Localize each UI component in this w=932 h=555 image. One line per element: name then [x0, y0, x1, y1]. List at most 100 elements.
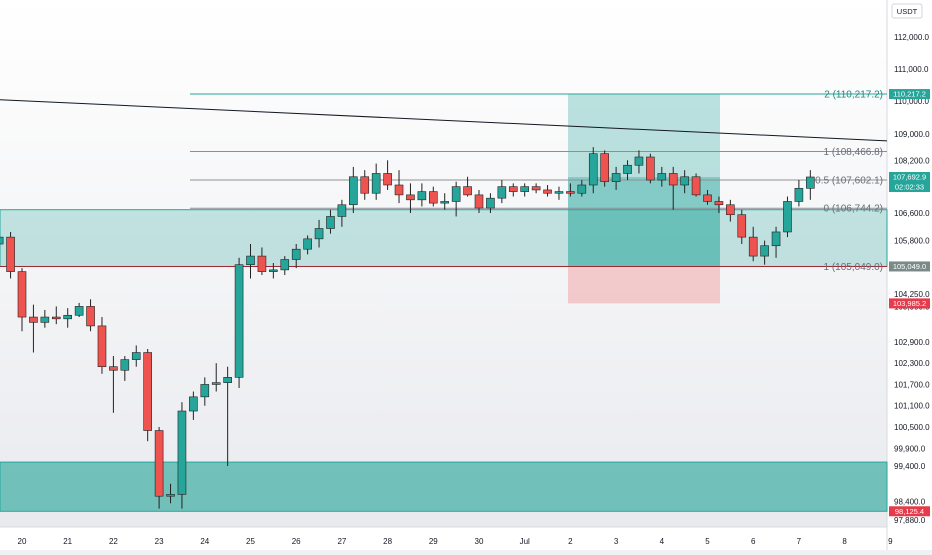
candle-body	[497, 186, 507, 199]
candle[interactable]	[63, 308, 72, 328]
price-ticks-layer: 112,000.0 111,000.0 110,000.0 109,000.0 108,…	[894, 33, 930, 525]
candle[interactable]	[211, 363, 221, 392]
candle[interactable]	[451, 181, 461, 217]
candle-body	[668, 173, 678, 186]
price-tick-label: 106,600.0	[894, 209, 930, 218]
candle[interactable]	[154, 426, 164, 509]
candle[interactable]	[474, 189, 484, 213]
candle[interactable]	[406, 183, 415, 213]
date-tick-label: 6	[751, 537, 756, 546]
candle[interactable]	[748, 226, 758, 262]
candle[interactable]	[703, 189, 712, 205]
candle[interactable]	[303, 235, 312, 255]
candle[interactable]	[737, 209, 747, 245]
candle[interactable]	[383, 160, 392, 190]
price-tick-label: 105,800.0	[894, 237, 930, 246]
candle[interactable]	[109, 356, 118, 413]
price-badge-label: 105,049.0	[893, 262, 926, 271]
candle[interactable]	[783, 196, 792, 238]
candle[interactable]	[508, 183, 518, 197]
date-tick-label: 2	[568, 537, 573, 546]
currency-badge[interactable]	[891, 3, 923, 19]
candle[interactable]	[726, 199, 735, 222]
date-ticks-layer: 20 21 22 23 24 25 26 27 28 29 30 Jul 2 3 4 5 6 7 8 9	[18, 537, 894, 546]
candle[interactable]	[417, 183, 427, 207]
candle[interactable]	[51, 306, 61, 325]
candle[interactable]	[86, 299, 95, 332]
candle[interactable]	[554, 186, 564, 200]
candle[interactable]	[429, 186, 438, 207]
candle[interactable]	[588, 147, 598, 194]
candle[interactable]	[611, 166, 621, 190]
candle[interactable]	[131, 345, 141, 367]
demand-zone[interactable]	[0, 461, 888, 512]
candle[interactable]	[543, 185, 552, 197]
candle[interactable]	[760, 240, 769, 265]
candle[interactable]	[680, 170, 689, 194]
candle[interactable]	[440, 193, 450, 210]
candle[interactable]	[177, 402, 187, 509]
resistance-trendline[interactable]	[0, 99, 888, 142]
candle-body	[543, 189, 552, 194]
candle[interactable]	[326, 209, 335, 234]
candle[interactable]	[394, 170, 404, 204]
candle-body	[40, 316, 50, 323]
price-tick-label: 102,300.0	[894, 359, 930, 368]
candle[interactable]	[600, 150, 609, 187]
candle[interactable]	[223, 366, 232, 466]
candle[interactable]	[74, 302, 84, 318]
candle-body	[611, 173, 621, 183]
candle[interactable]	[166, 483, 175, 504]
candle[interactable]	[577, 180, 587, 197]
candle[interactable]	[486, 193, 495, 213]
candle-body	[349, 176, 358, 206]
date-tick-label: 5	[705, 537, 710, 546]
candle[interactable]	[280, 256, 290, 276]
candle[interactable]	[806, 170, 815, 200]
candle[interactable]	[6, 231, 15, 279]
price-tick-label: 99,400.0	[894, 462, 926, 471]
candle-body	[748, 236, 758, 257]
candle[interactable]	[234, 257, 244, 388]
candle[interactable]	[257, 247, 267, 276]
candle[interactable]	[143, 348, 152, 442]
candle[interactable]	[771, 226, 781, 258]
candle[interactable]	[17, 268, 27, 332]
candle[interactable]	[497, 180, 507, 204]
date-tick-label: 8	[842, 537, 847, 546]
candle[interactable]	[657, 166, 667, 187]
price-tick-label: 100,500.0	[894, 423, 930, 432]
candle[interactable]	[97, 317, 107, 374]
candle[interactable]	[566, 183, 575, 197]
position-stop-area[interactable]	[568, 266, 720, 304]
candle[interactable]	[371, 163, 381, 200]
candle[interactable]	[337, 199, 347, 227]
candle[interactable]	[360, 170, 370, 200]
candle[interactable]	[189, 391, 198, 420]
candle[interactable]	[531, 183, 541, 194]
candle[interactable]	[634, 150, 644, 174]
candle-body	[371, 173, 381, 194]
candle[interactable]	[246, 244, 255, 279]
candle[interactable]	[463, 176, 472, 197]
candle[interactable]	[29, 304, 38, 353]
candle-body	[280, 259, 290, 271]
candle[interactable]	[40, 309, 50, 328]
candle[interactable]	[668, 166, 678, 210]
candle[interactable]	[714, 196, 724, 213]
candle[interactable]	[269, 262, 278, 279]
candle[interactable]	[0, 213, 4, 251]
candle[interactable]	[691, 173, 701, 197]
candle[interactable]	[623, 160, 632, 181]
candle[interactable]	[200, 377, 210, 406]
candle[interactable]	[120, 356, 130, 381]
candle[interactable]	[794, 180, 804, 207]
candle-body	[474, 194, 484, 209]
candle[interactable]	[291, 244, 301, 269]
candle[interactable]	[314, 219, 324, 248]
candle[interactable]	[349, 166, 358, 213]
candle[interactable]	[646, 153, 655, 184]
candle[interactable]	[520, 183, 529, 197]
candle-body	[51, 316, 61, 320]
